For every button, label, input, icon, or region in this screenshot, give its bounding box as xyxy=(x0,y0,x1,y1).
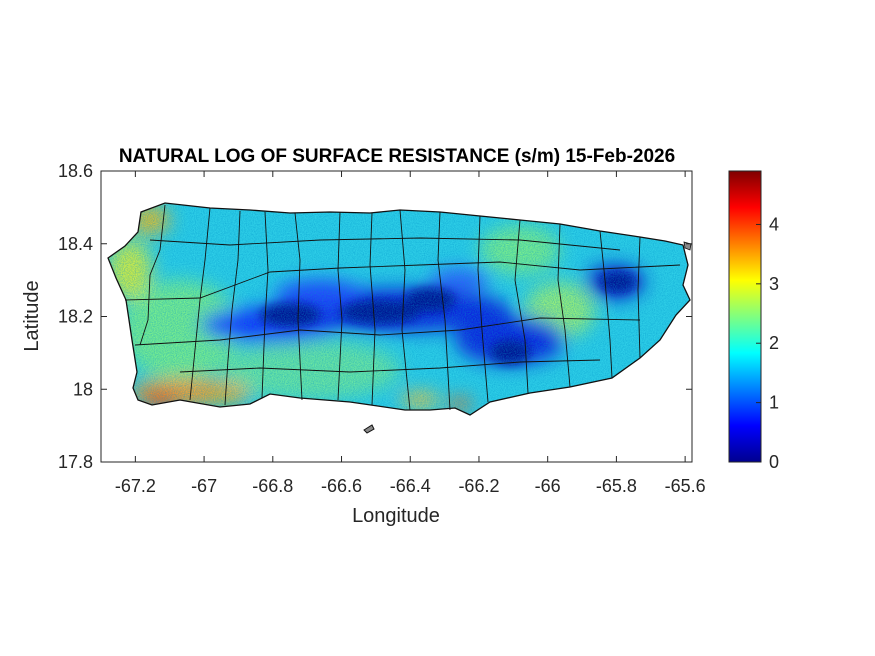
x-tick-label: -67 xyxy=(191,476,217,496)
chart-title: NATURAL LOG OF SURFACE RESISTANCE (s/m) … xyxy=(119,146,675,167)
x-tick-label: -66.2 xyxy=(458,476,499,496)
municipality-borders xyxy=(124,204,681,411)
y-tick-label: 18.2 xyxy=(58,307,93,327)
x-tick-label: -66.8 xyxy=(252,476,293,496)
x-axis-label: Longitude xyxy=(352,505,440,527)
x-tick-label: -67.2 xyxy=(115,476,156,496)
y-tick-label: 18.6 xyxy=(58,161,93,181)
x-tick-label: -66 xyxy=(535,476,561,496)
colorbar-tick-label: 1 xyxy=(769,393,779,413)
colorbar-tick-label: 4 xyxy=(769,214,779,234)
y-axis-label: Latitude xyxy=(21,280,43,351)
colorbar-tick-label: 2 xyxy=(769,333,779,353)
x-tick-label: -66.4 xyxy=(390,476,431,496)
x-tick-label: -66.6 xyxy=(321,476,362,496)
caja-de-muertos-island xyxy=(363,424,375,434)
y-tick-label: 17.8 xyxy=(58,452,93,472)
y-tick-label: 18.4 xyxy=(58,234,93,254)
colorbar-ticks: 0 1 2 3 4 xyxy=(756,214,779,472)
x-axis-ticks: -67.2 -67 -66.8 -66.6 -66.4 -66.2 -66 -65.8 -65.… xyxy=(115,171,706,496)
colorbar xyxy=(728,170,762,463)
y-axis-ticks: 17.8 18 18.2 18.4 18.6 xyxy=(58,161,692,472)
y-tick-label: 18 xyxy=(73,379,93,399)
x-tick-label: -65.8 xyxy=(596,476,637,496)
colorbar-tick-label: 0 xyxy=(769,452,779,472)
x-tick-label: -65.6 xyxy=(665,476,706,496)
colorbar-tick-label: 3 xyxy=(769,274,779,294)
